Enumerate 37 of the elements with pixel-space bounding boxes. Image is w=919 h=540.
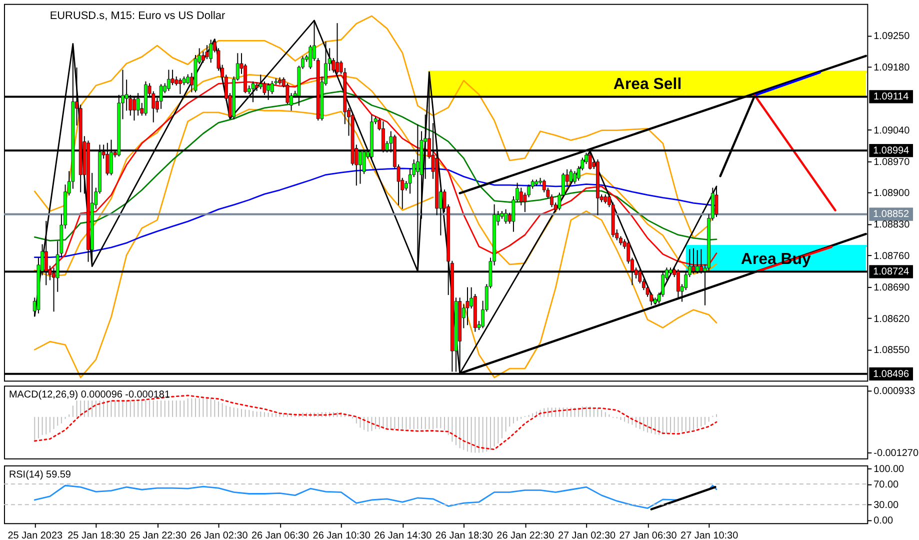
x-tick-label: 27 Jan 02:30 <box>558 530 616 540</box>
ref-line-label: 1.08724 <box>873 266 910 278</box>
annotation: MACD(12,26,9) 0.000096 -0.000181 <box>8 390 170 401</box>
y-tick-label: 1.09180 <box>874 62 910 74</box>
y-tick-label: 0.00 <box>874 516 894 527</box>
ref-line-label: 1.08994 <box>873 146 910 157</box>
y-tick-label: -0.001270 <box>874 448 919 460</box>
ref-line-label: 1.08852 <box>873 209 910 220</box>
y-tick-label: 1.08900 <box>874 188 910 200</box>
y-tick-label: 1.09040 <box>874 125 910 136</box>
y-tick-label: 1.08620 <box>874 314 910 325</box>
x-tick-label: 26 Jan 14:30 <box>374 530 432 540</box>
x-tick-label: 26 Jan 18:30 <box>435 530 494 540</box>
y-tick-label: 1.09250 <box>874 31 910 42</box>
y-tick-label: 100.00 <box>874 464 905 475</box>
y-tick-label: 30.00 <box>874 500 900 512</box>
y-tick-label: 1.08830 <box>874 220 910 231</box>
y-tick-label: 1.08970 <box>874 156 910 168</box>
x-tick-label: 25 Jan 2023 <box>8 530 63 540</box>
x-tick-label: 26 Jan 22:30 <box>496 530 555 540</box>
x-tick-label: 27 Jan 10:30 <box>680 530 739 540</box>
y-tick-label: 1.08760 <box>874 250 910 262</box>
x-tick-label: 25 Jan 22:30 <box>128 530 187 540</box>
x-tick-label: 25 Jan 18:30 <box>68 530 126 540</box>
y-tick-label: 70.00 <box>874 479 900 490</box>
x-tick-label: 26 Jan 02:30 <box>190 530 248 540</box>
y-tick-label: 0.000933 <box>874 386 916 398</box>
x-tick-label: 26 Jan 06:30 <box>252 530 310 540</box>
ref-line-label: 1.08496 <box>873 368 910 380</box>
ref-line-label: 1.09114 <box>873 92 910 103</box>
x-tick-label: 26 Jan 10:30 <box>312 530 371 540</box>
annotation: RSI(14) 59.59 <box>8 469 72 480</box>
x-tick-label: 27 Jan 06:30 <box>619 530 678 540</box>
text: EURUSD.s, M15: Euro vs US Dollar <box>50 10 226 22</box>
series-label: Area Sell <box>613 76 682 94</box>
y-tick-label: 1.08550 <box>874 345 910 356</box>
y-tick-label: 1.08690 <box>874 282 910 294</box>
